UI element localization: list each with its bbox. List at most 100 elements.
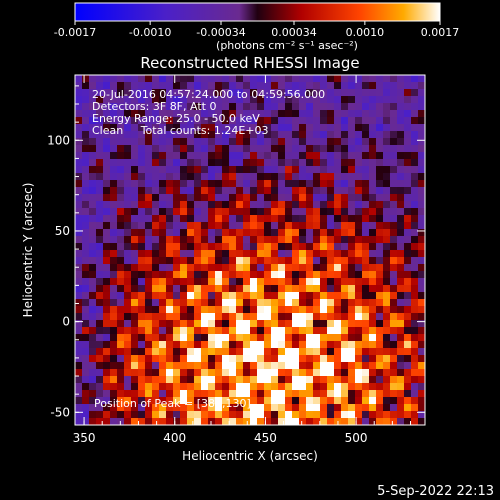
heatmap-cell [110,376,118,384]
heatmap-cell [362,292,370,300]
heatmap-cell [278,390,286,398]
heatmap-cell [110,313,118,321]
heatmap-cell [166,82,174,90]
heatmap-cell [250,145,258,153]
heatmap-cell [369,208,377,216]
heatmap-cell [292,131,300,139]
heatmap-cell [362,383,370,391]
heatmap-cell [334,131,342,139]
heatmap-cell [397,264,405,272]
heatmap-cell [222,334,230,342]
heatmap-cell [166,236,174,244]
heatmap-cell [404,131,412,139]
heatmap-cell [362,131,370,139]
heatmap-cell [145,299,153,307]
heatmap-cell [131,187,139,195]
heatmap-cell [257,390,265,398]
heatmap-cell [271,334,279,342]
heatmap-cell [138,187,146,195]
heatmap-cell [369,320,377,328]
heatmap-cell [201,306,209,314]
heatmap-cell [180,117,188,125]
heatmap-cell [390,124,398,132]
heatmap-cell [320,215,328,223]
heatmap-cell [411,145,419,153]
heatmap-cell [124,187,132,195]
heatmap-cell [355,236,363,244]
heatmap-cell [96,215,104,223]
heatmap-cell [201,313,209,321]
heatmap-cell [96,243,104,251]
heatmap-cell [236,117,244,125]
heatmap-cell [397,208,405,216]
heatmap-cell [173,411,181,419]
heatmap-cell [103,250,111,258]
heatmap-cell [390,250,398,258]
heatmap-cell [250,110,258,118]
heatmap-cell [222,369,230,377]
heatmap-cell [390,236,398,244]
heatmap-cell [313,229,321,237]
heatmap-cell [313,334,321,342]
heatmap-cell [320,187,328,195]
heatmap-cell [201,334,209,342]
heatmap-cell [383,313,391,321]
heatmap-cell [166,159,174,167]
heatmap-cell [159,257,167,265]
heatmap-cell [250,222,258,230]
heatmap-cell [404,166,412,174]
heatmap-cell [362,124,370,132]
heatmap-cell [306,327,314,335]
annotations: 20-Jul-2016 04:57:24.000 to 04:59:56.000… [92,88,325,410]
heatmap-cell [152,257,160,265]
heatmap-cell [411,306,419,314]
heatmap-cell [369,250,377,258]
heatmap-cell [138,89,146,97]
heatmap-cell [376,152,384,160]
heatmap-cell [89,166,97,174]
heatmap-cell [103,117,111,125]
heatmap-cell [89,75,97,83]
heatmap-cell [75,243,83,251]
heatmap-cell [341,187,349,195]
heatmap-cell [257,369,265,377]
heatmap-cell [138,152,146,160]
heatmap-cell [271,124,279,132]
heatmap-cell [313,292,321,300]
heatmap-cell [82,390,90,398]
heatmap-cell [397,215,405,223]
heatmap-cell [75,278,83,286]
heatmap-cell [404,376,412,384]
heatmap-cell [390,306,398,314]
heatmap-cell [75,397,83,405]
heatmap-cell [194,117,202,125]
heatmap-cell [341,89,349,97]
heatmap-cell [117,138,125,146]
heatmap-cell [411,397,419,405]
heatmap-cell [313,271,321,279]
heatmap-cell [299,348,307,356]
heatmap-cell [327,145,335,153]
heatmap-cell [208,411,216,419]
heatmap-cell [278,313,286,321]
heatmap-cell [138,313,146,321]
heatmap-cell [208,117,216,125]
heatmap-cell [229,348,237,356]
heatmap-cell [355,271,363,279]
heatmap-cell [75,194,83,202]
heatmap-cell [285,376,293,384]
heatmap-cell [89,271,97,279]
heatmap-cell [355,411,363,419]
heatmap-cell [96,96,104,104]
heatmap-cell [299,376,307,384]
heatmap-cell [383,75,391,83]
heatmap-cell [320,285,328,293]
heatmap-cell [306,201,314,209]
heatmap-cell [103,215,111,223]
heatmap-cell [208,194,216,202]
heatmap-cell [159,418,167,426]
heatmap-cell [208,180,216,188]
heatmap-cell [75,313,83,321]
heatmap-cell [166,362,174,370]
heatmap-cell [299,82,307,90]
